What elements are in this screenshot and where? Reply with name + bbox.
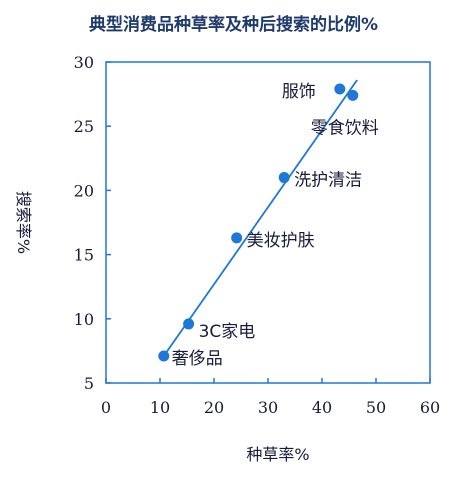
data-label: 3C家电 bbox=[199, 322, 256, 342]
y-tick-label: 15 bbox=[74, 246, 94, 265]
data-label: 零食饮料 bbox=[311, 118, 379, 138]
data-label: 奢侈品 bbox=[172, 349, 223, 369]
data-point bbox=[347, 89, 359, 101]
chart-title: 典型消费品种草率及种后搜索的比例% bbox=[88, 15, 379, 35]
axes: 0 10 20 30 40 50 60 5 10 15 20 25 30 bbox=[74, 53, 441, 417]
x-axis-title: 种草率% bbox=[246, 445, 309, 464]
x-tick-label: 0 bbox=[101, 398, 111, 417]
x-tick-label: 30 bbox=[258, 398, 278, 417]
y-tick-label: 30 bbox=[74, 53, 94, 72]
data-label: 美妆护肤 bbox=[247, 231, 315, 251]
data-point bbox=[278, 172, 290, 184]
x-tick-label: 50 bbox=[366, 398, 386, 417]
x-tick-label: 40 bbox=[312, 398, 332, 417]
data-label: 洗护清洁 bbox=[294, 171, 362, 191]
y-axis-title: 搜索率% bbox=[14, 191, 33, 254]
data-point bbox=[158, 350, 170, 362]
x-tick-label: 20 bbox=[204, 398, 224, 417]
data-point bbox=[231, 232, 243, 244]
points-group bbox=[158, 83, 359, 362]
plot-frame bbox=[105, 61, 431, 384]
data-point bbox=[334, 83, 346, 95]
trendline-group bbox=[163, 79, 358, 357]
y-tick-label: 5 bbox=[84, 374, 94, 393]
y-tick-label: 20 bbox=[74, 181, 94, 200]
x-tick-label: 60 bbox=[420, 398, 440, 417]
data-point bbox=[183, 318, 195, 330]
data-label: 服饰 bbox=[282, 82, 316, 102]
x-tick-label: 10 bbox=[150, 398, 170, 417]
trendline bbox=[163, 79, 358, 357]
y-tick-label: 10 bbox=[74, 310, 94, 329]
y-tick-label: 25 bbox=[74, 117, 94, 136]
